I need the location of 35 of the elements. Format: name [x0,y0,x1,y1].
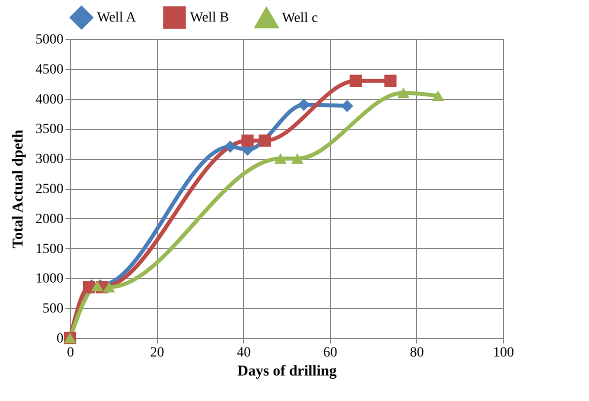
point [82,281,96,294]
x-tick-label: 100 [493,346,514,360]
x-tick-label: 80 [410,346,424,360]
y-axis-title: Total Actual dpeth [10,129,26,248]
y-tick-label: 4500 [36,62,64,78]
legend-label: Well B [190,10,229,26]
x-tick-label: 0 [67,346,74,360]
point [274,153,287,164]
y-tick-label: 4000 [36,92,64,108]
x-tick-label: 40 [236,346,251,360]
point [224,140,236,153]
legend-label: Well c [282,11,318,26]
legend-label: Well A [97,10,137,26]
point [350,74,362,87]
x-tick-label: 20 [150,346,164,360]
point [384,74,397,87]
x-axis-title: Days of drilling [237,364,338,380]
y-tick-label: 500 [42,302,64,317]
point [258,134,271,147]
y-tick-label: 3500 [36,122,64,138]
x-tick-label: 60 [323,346,338,360]
y-tick-label: 0 [56,332,64,346]
point [102,282,116,292]
y-tick-label: 2500 [36,182,64,197]
point [241,134,254,147]
point [432,90,444,102]
y-tick-label: 2000 [36,212,64,227]
point [397,88,410,98]
y-tick-label: 1500 [36,242,64,257]
point [91,280,104,292]
y-tick-label: 3000 [36,152,64,168]
y-tick-label: 5000 [36,32,64,48]
point [291,153,304,164]
point [298,98,310,111]
y-tick-label: 1000 [36,272,64,287]
